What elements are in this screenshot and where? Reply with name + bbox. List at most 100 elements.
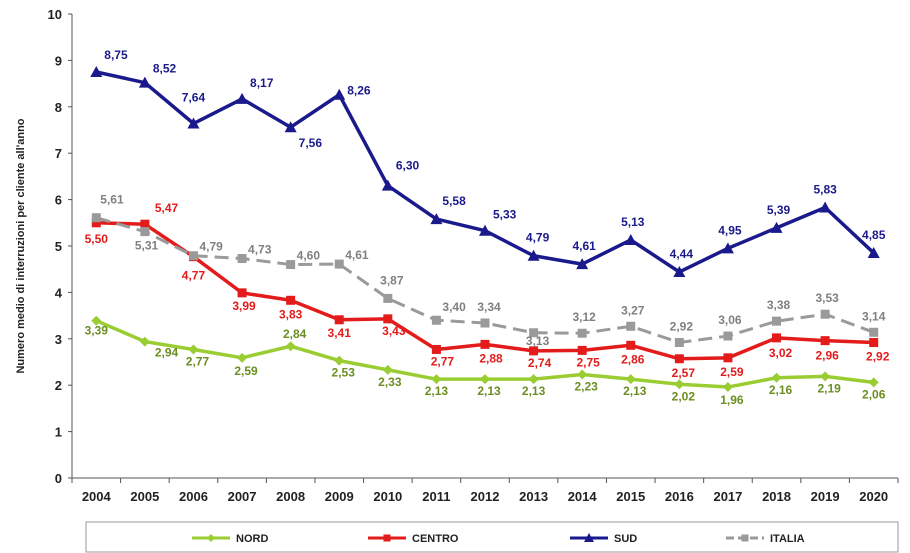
data-label-nord: 2,02 <box>672 389 696 403</box>
point-nord <box>528 374 539 385</box>
point-italia <box>383 293 393 303</box>
x-tick-label: 2020 <box>859 489 888 504</box>
point-centro <box>626 340 636 350</box>
y-axis-label: Numero medio di interruzioni per cliente… <box>15 118 27 373</box>
y-tick-label: 3 <box>55 332 62 347</box>
data-label-sud: 6,30 <box>396 159 420 173</box>
point-italia <box>577 328 587 338</box>
data-label-centro: 2,92 <box>866 350 890 364</box>
point-nord <box>237 352 248 363</box>
data-label-centro: 3,41 <box>328 326 352 340</box>
point-nord <box>480 374 490 385</box>
x-tick-label: 2015 <box>616 489 645 504</box>
point-italia <box>772 316 782 326</box>
x-tick-label: 2004 <box>82 489 112 504</box>
data-label-sud: 5,39 <box>767 203 791 217</box>
data-label-nord: 2,33 <box>378 375 402 389</box>
point-centro <box>140 219 150 229</box>
point-centro <box>529 346 539 356</box>
point-italia <box>626 321 636 331</box>
point-centro <box>286 295 296 305</box>
data-label-italia: 3,27 <box>621 303 645 317</box>
data-label-centro: 2,75 <box>576 355 600 369</box>
point-sud <box>187 117 200 129</box>
legend-label-centro: CENTRO <box>412 533 459 545</box>
data-label-sud: 4,61 <box>572 239 596 253</box>
point-nord <box>771 372 782 383</box>
data-label-italia: 3,06 <box>718 313 742 327</box>
x-tick-label: 2017 <box>713 489 742 504</box>
point-sud <box>819 201 832 213</box>
point-sud <box>721 242 734 254</box>
x-tick-label: 2007 <box>228 489 257 504</box>
point-nord <box>285 341 296 352</box>
legend-marker-italia <box>741 534 749 542</box>
point-sud <box>576 258 589 270</box>
point-nord <box>91 315 102 326</box>
point-sud <box>770 221 783 233</box>
point-nord <box>625 374 636 385</box>
series-markers <box>90 66 880 393</box>
point-sud <box>381 179 394 191</box>
point-italia <box>91 213 101 223</box>
legend-marker-nord <box>207 534 215 542</box>
x-tick-label: 2006 <box>179 489 208 504</box>
point-italia <box>723 331 733 341</box>
x-tick-label: 2005 <box>130 489 159 504</box>
point-nord <box>577 369 588 380</box>
data-label-centro: 2,59 <box>720 365 744 379</box>
data-label-italia: 3,14 <box>862 309 886 323</box>
x-tick-label: 2012 <box>471 489 500 504</box>
data-label-centro: 5,50 <box>85 232 109 246</box>
data-label-nord: 2,13 <box>623 384 647 398</box>
data-label-sud: 7,56 <box>299 136 323 150</box>
point-sud <box>430 213 443 225</box>
data-label-italia: 4,73 <box>248 243 272 257</box>
x-tick-label: 2011 <box>422 489 450 504</box>
point-sud <box>138 76 151 88</box>
data-label-sud: 4,79 <box>526 231 550 245</box>
data-labels: 3,39 2,94 2,77 2,59 2,84 2,53 2,33 2,13 2,13 2,13… <box>85 48 890 407</box>
legend-label-nord: NORD <box>236 533 268 545</box>
data-label-sud: 4,85 <box>862 228 886 242</box>
data-label-nord: 2,23 <box>574 380 598 394</box>
data-label-sud: 8,52 <box>153 62 177 76</box>
data-label-sud: 8,75 <box>104 48 128 62</box>
data-label-italia: 5,61 <box>100 193 124 207</box>
y-tick-label: 8 <box>55 100 62 115</box>
data-label-italia: 3,87 <box>380 273 404 287</box>
point-sud <box>236 92 249 104</box>
data-label-sud: 5,58 <box>442 194 466 208</box>
point-sud <box>333 88 346 100</box>
data-label-nord: 2,16 <box>769 383 793 397</box>
data-label-nord: 1,96 <box>720 393 744 407</box>
point-nord <box>431 374 442 385</box>
data-label-nord: 2,13 <box>477 384 501 398</box>
data-label-sud: 7,64 <box>182 91 206 105</box>
point-centro <box>723 353 733 363</box>
data-label-centro: 3,02 <box>769 346 793 360</box>
data-label-italia: 4,79 <box>199 240 223 254</box>
y-tick-label: 10 <box>48 7 62 22</box>
legend-label-italia: ITALIA <box>770 533 805 545</box>
data-label-sud: 5,13 <box>621 215 645 229</box>
data-label-nord: 2,84 <box>283 327 307 341</box>
point-nord <box>674 379 685 390</box>
data-label-centro: 3,43 <box>382 324 406 338</box>
data-label-italia: 3,38 <box>767 298 791 312</box>
data-label-centro: 5,47 <box>155 201 179 215</box>
data-label-centro: 2,77 <box>431 354 455 368</box>
legend-marker-sud <box>584 533 594 542</box>
point-italia <box>140 227 150 237</box>
data-label-italia: 3,34 <box>477 300 501 314</box>
data-label-sud: 8,17 <box>250 76 274 90</box>
point-sud <box>284 121 297 133</box>
point-italia <box>237 254 247 264</box>
point-italia <box>188 251 198 261</box>
x-tick-label: 2019 <box>811 489 840 504</box>
point-centro <box>383 314 393 324</box>
data-label-centro: 3,83 <box>279 307 303 321</box>
point-sud <box>624 233 637 245</box>
point-nord <box>722 382 733 393</box>
data-label-nord: 3,39 <box>85 324 109 338</box>
